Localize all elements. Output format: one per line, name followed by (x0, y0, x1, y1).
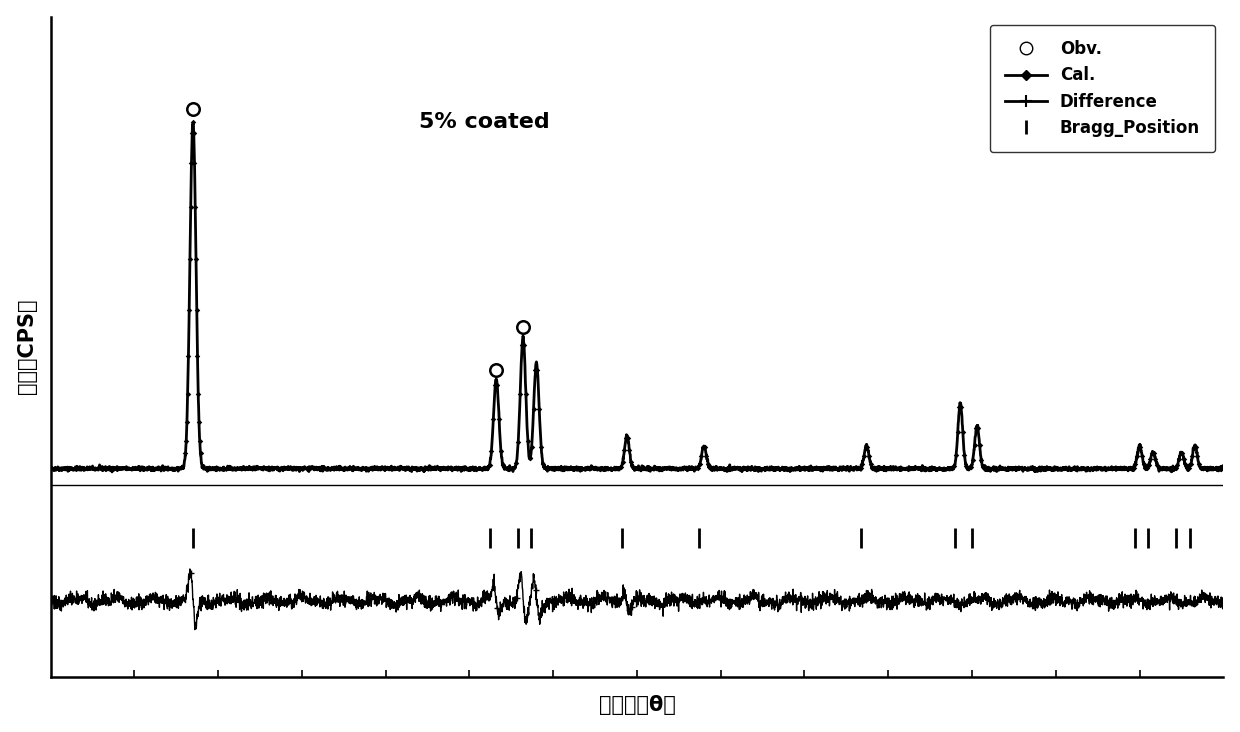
Legend: Obv., Cal., Difference, Bragg_Position: Obv., Cal., Difference, Bragg_Position (990, 25, 1215, 152)
Text: 5% coated: 5% coated (419, 112, 549, 132)
X-axis label: 衰射角（θ）: 衰射角（θ） (599, 695, 676, 715)
Y-axis label: 强度（CPS）: 强度（CPS） (16, 299, 37, 395)
